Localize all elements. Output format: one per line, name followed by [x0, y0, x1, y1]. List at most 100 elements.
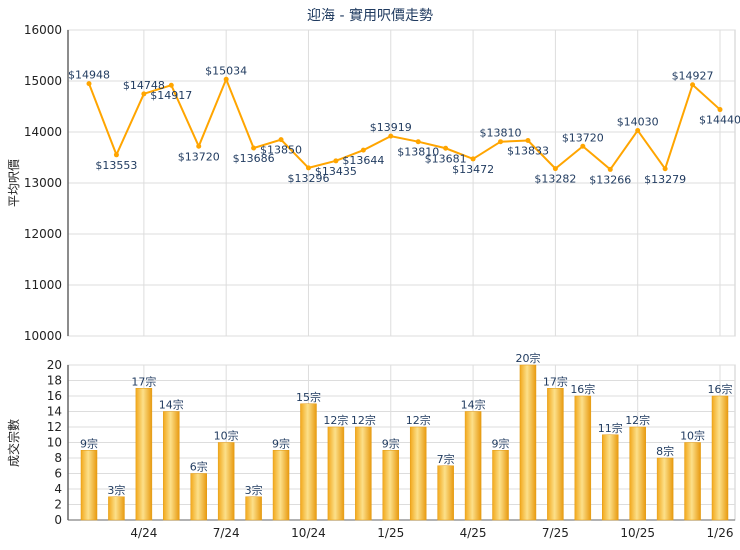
y-tick-label: 13000 [24, 176, 62, 190]
price-point [360, 147, 366, 153]
price-data-label: $13850 [260, 144, 302, 157]
x-tick-label: 7/25 [542, 526, 569, 540]
bar [135, 388, 153, 521]
bar-data-label: 12宗 [351, 413, 376, 427]
bar [163, 411, 180, 521]
price-point [141, 91, 147, 97]
bar [519, 364, 537, 521]
price-data-label: $13681 [425, 152, 467, 165]
y-tick-label: 2 [54, 498, 62, 512]
price-point [552, 166, 558, 172]
bar [300, 403, 317, 521]
bar-data-label: 3宗 [245, 483, 263, 497]
bar [602, 434, 619, 521]
bar-data-label: 12宗 [406, 413, 431, 427]
price-point [525, 138, 531, 144]
y-tick-label: 18 [47, 374, 62, 388]
bar-data-label: 9宗 [272, 436, 290, 450]
y-tick-label: 12 [47, 420, 62, 434]
bar [656, 457, 674, 521]
price-data-label: $14030 [617, 115, 659, 128]
price-point [415, 139, 421, 145]
price-line [88, 76, 721, 171]
price-data-label: $14927 [672, 70, 714, 83]
price-point [86, 81, 92, 87]
bar [382, 450, 400, 521]
bar [684, 442, 701, 521]
bar-data-label: 17宗 [543, 374, 568, 388]
x-tick-label: 4/25 [460, 526, 487, 540]
price-data-label: $14917 [150, 89, 192, 102]
bar-data-label: 12宗 [323, 413, 348, 427]
price-point [333, 158, 339, 164]
y-tick-label: 8 [54, 451, 62, 465]
x-tick-label: 10/24 [291, 526, 326, 540]
price-data-label: $13553 [95, 159, 137, 172]
bar [547, 388, 564, 521]
bar [108, 496, 125, 521]
price-data-label: $13720 [562, 131, 604, 144]
price-point [470, 156, 476, 162]
price-point [635, 127, 641, 133]
bar-data-label: 10宗 [680, 429, 705, 443]
bar-data-label: 9宗 [382, 436, 400, 450]
price-point [580, 143, 586, 149]
bar-data-label: 16宗 [570, 382, 595, 396]
bar [409, 426, 427, 521]
y-tick-label: 14 [47, 405, 62, 419]
y-axis-label-price: 平均呎價 [7, 159, 21, 207]
y-tick-label: 16 [47, 389, 62, 403]
bar-data-label: 11宗 [598, 421, 623, 435]
y-tick-label: 11000 [24, 278, 62, 292]
price-data-label: $14748 [123, 79, 165, 92]
y-tick-label: 12000 [24, 227, 62, 241]
price-point [662, 166, 668, 172]
x-tick-label: 7/24 [213, 526, 240, 540]
bar-data-label: 7宗 [437, 452, 455, 466]
price-data-label: $13282 [534, 173, 576, 186]
price-data-label: $13686 [233, 152, 275, 165]
bar-data-label: 3宗 [107, 483, 125, 497]
y-axis-label-count: 成交宗數 [6, 419, 21, 467]
bar-data-label: 14宗 [461, 398, 486, 412]
price-data-label: $13810 [480, 127, 522, 140]
price-point [168, 82, 174, 88]
price-data-label: $13279 [644, 173, 686, 186]
bar-data-label: 20宗 [515, 351, 540, 365]
bar [711, 395, 729, 521]
bar [464, 411, 482, 521]
price-point [278, 137, 284, 143]
price-data-label: $13720 [178, 150, 220, 163]
price-data-label: $13833 [507, 145, 549, 158]
price-point [443, 145, 449, 151]
bar-data-label: 16宗 [708, 382, 733, 396]
price-data-label: $13296 [287, 172, 329, 185]
y-tick-label: 0 [54, 513, 62, 527]
chart-title: 迎海 - 實用呎價走勢 [307, 7, 433, 24]
bar [574, 395, 592, 521]
price-point [498, 139, 504, 145]
y-tick-label: 10 [47, 436, 62, 450]
y-tick-label: 10000 [24, 329, 62, 343]
price-data-label: $13644 [342, 154, 384, 167]
y-tick-label: 14000 [24, 125, 62, 139]
bar [327, 426, 345, 521]
price-point [113, 152, 119, 158]
bar-data-label: 10宗 [214, 429, 239, 443]
bar [272, 450, 290, 521]
bar [80, 450, 98, 521]
bar-data-label: 6宗 [190, 460, 208, 474]
bar-data-label: 9宗 [492, 436, 510, 450]
bar [190, 473, 207, 521]
price-data-label: $13810 [397, 146, 439, 159]
y-tick-label: 20 [47, 358, 62, 372]
y-tick-label: 4 [54, 482, 62, 496]
price-data-label: $13435 [315, 165, 357, 178]
bar [629, 426, 646, 521]
price-point [251, 145, 257, 151]
bar [492, 450, 509, 521]
price-data-label: $14948 [68, 69, 110, 82]
price-point [305, 165, 311, 171]
